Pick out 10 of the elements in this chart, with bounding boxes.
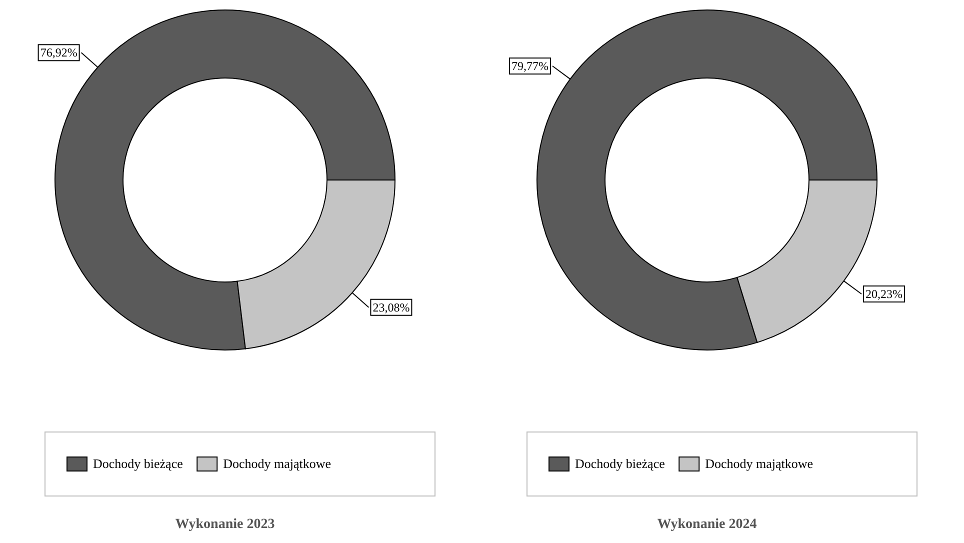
legend-label: Dochody majątkowe [223,456,332,471]
legend-label: Dochody bieżące [575,456,666,471]
data-label: 20,23% [866,286,903,301]
data-label: 79,77% [511,59,548,74]
text: Wykonanie 2023 [175,517,275,532]
data-label: 23,08% [372,300,410,314]
legend-label: Dochody bieżące [93,456,184,471]
legend-label: Dochody majątkowe [705,456,814,471]
data-label: 76,92% [40,46,78,60]
text: Wykonanie 2024 [657,517,757,532]
